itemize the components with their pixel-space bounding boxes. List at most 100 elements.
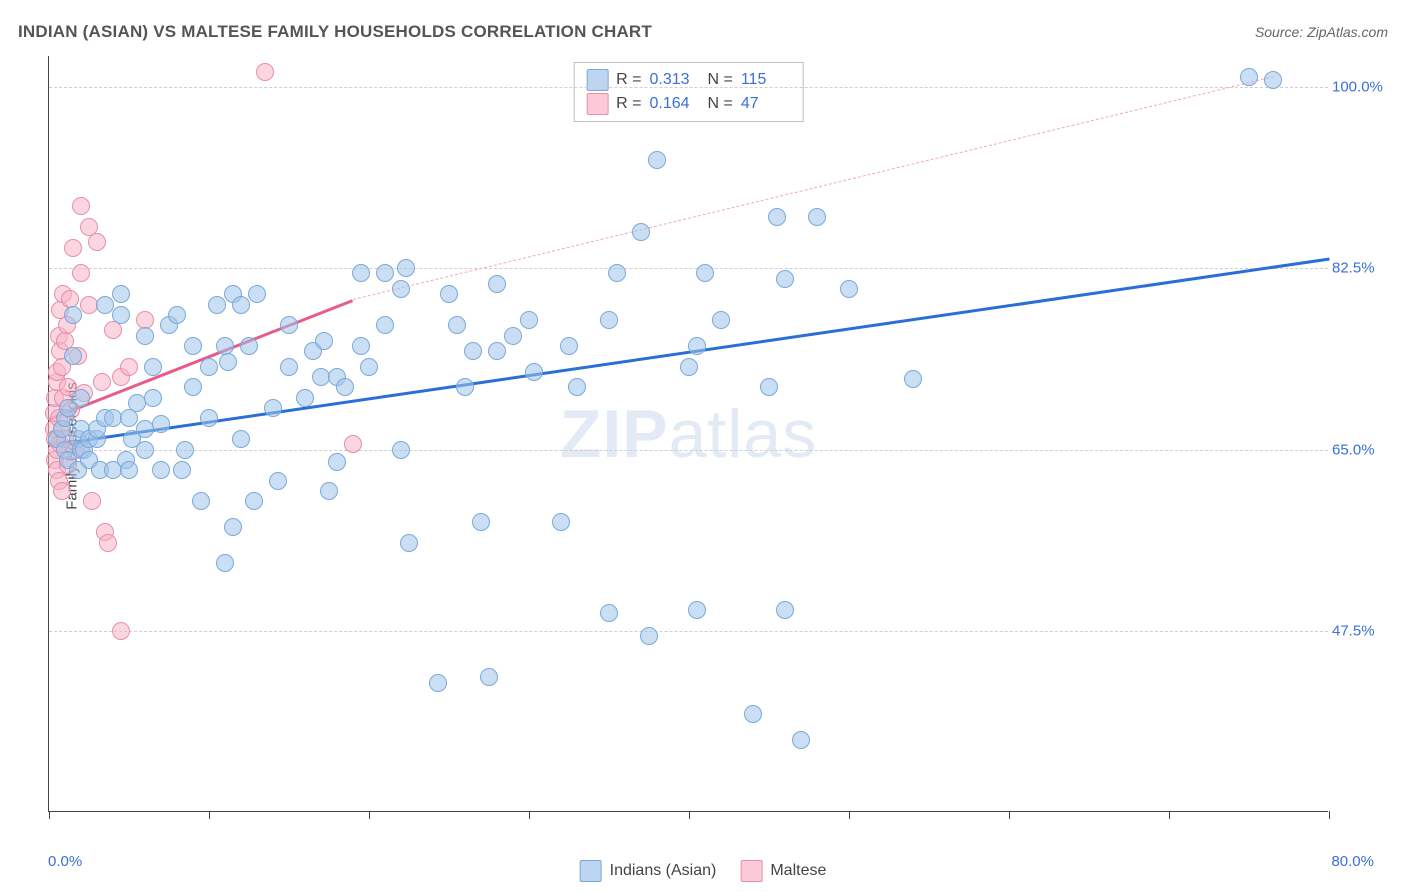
data-point-indians (232, 296, 250, 314)
y-tick-label: 82.5% (1332, 260, 1392, 277)
gridline (49, 450, 1328, 451)
data-point-indians (568, 378, 586, 396)
data-point-indians (320, 482, 338, 500)
correlation-stats-box: R = 0.313 N = 115 R = 0.164 N = 47 (573, 62, 804, 122)
data-point-indians (504, 327, 522, 345)
watermark-bold: ZIP (560, 396, 669, 472)
data-point-indians (904, 370, 922, 388)
data-point-indians (488, 275, 506, 293)
data-point-indians (280, 358, 298, 376)
x-tick (689, 811, 690, 819)
data-point-indians (776, 270, 794, 288)
data-point-indians (688, 601, 706, 619)
data-point-indians (376, 316, 394, 334)
x-axis-max-label: 80.0% (1331, 853, 1374, 870)
data-point-indians (552, 513, 570, 531)
data-point-indians (352, 264, 370, 282)
y-tick-label: 100.0% (1332, 79, 1392, 96)
stat-value-r-maltese: 0.164 (650, 95, 700, 113)
data-point-indians (144, 389, 162, 407)
data-point-indians (136, 441, 154, 459)
data-point-indians (456, 378, 474, 396)
data-point-indians (120, 461, 138, 479)
data-point-maltese (53, 482, 71, 500)
data-point-indians (1264, 71, 1282, 89)
y-tick-label: 47.5% (1332, 622, 1392, 639)
data-point-indians (112, 285, 130, 303)
legend-label-maltese: Maltese (770, 862, 826, 880)
data-point-indians (64, 306, 82, 324)
data-point-indians (744, 705, 762, 723)
x-axis-min-label: 0.0% (48, 853, 82, 870)
watermark: ZIPatlas (560, 395, 817, 473)
data-point-maltese (64, 239, 82, 257)
chart-title: INDIAN (ASIAN) VS MALTESE FAMILY HOUSEHO… (18, 22, 652, 42)
data-point-maltese (93, 373, 111, 391)
data-point-indians (192, 492, 210, 510)
data-point-indians (688, 337, 706, 355)
data-point-indians (64, 347, 82, 365)
data-point-maltese (104, 321, 122, 339)
data-point-indians (696, 264, 714, 282)
gridline (49, 87, 1328, 88)
data-point-indians (184, 337, 202, 355)
data-point-indians (245, 492, 263, 510)
data-point-indians (640, 627, 658, 645)
data-point-indians (176, 441, 194, 459)
data-point-indians (219, 353, 237, 371)
stats-row-maltese: R = 0.164 N = 47 (586, 93, 791, 115)
data-point-indians (315, 332, 333, 350)
data-point-indians (200, 409, 218, 427)
data-point-indians (429, 674, 447, 692)
data-point-indians (200, 358, 218, 376)
data-point-indians (525, 363, 543, 381)
x-tick (49, 811, 50, 819)
data-point-indians (216, 554, 234, 572)
data-point-indians (1240, 68, 1258, 86)
data-point-indians (168, 306, 186, 324)
data-point-indians (480, 668, 498, 686)
data-point-indians (840, 280, 858, 298)
source-attribution: Source: ZipAtlas.com (1255, 24, 1388, 40)
x-tick (529, 811, 530, 819)
swatch-blue-icon (580, 860, 602, 882)
data-point-maltese (99, 534, 117, 552)
x-tick (209, 811, 210, 819)
data-point-indians (376, 264, 394, 282)
stat-value-n-maltese: 47 (741, 95, 791, 113)
x-tick (1009, 811, 1010, 819)
data-point-maltese (120, 358, 138, 376)
data-point-indians (680, 358, 698, 376)
data-point-indians (472, 513, 490, 531)
x-tick (1169, 811, 1170, 819)
gridline (49, 268, 1328, 269)
data-point-indians (600, 311, 618, 329)
data-point-indians (173, 461, 191, 479)
data-point-indians (760, 378, 778, 396)
data-point-maltese (72, 197, 90, 215)
data-point-indians (648, 151, 666, 169)
data-point-indians (328, 453, 346, 471)
stat-label-n: N = (708, 95, 733, 113)
data-point-indians (560, 337, 578, 355)
data-point-indians (400, 534, 418, 552)
legend-item-indians: Indians (Asian) (580, 860, 717, 882)
data-point-indians (600, 604, 618, 622)
data-point-indians (296, 389, 314, 407)
legend-label-indians: Indians (Asian) (610, 862, 717, 880)
data-point-indians (240, 337, 258, 355)
trend-line-indians (49, 258, 1329, 447)
data-point-maltese (88, 233, 106, 251)
swatch-pink-icon (586, 93, 608, 115)
y-tick-label: 65.0% (1332, 441, 1392, 458)
data-point-indians (397, 259, 415, 277)
data-point-indians (392, 280, 410, 298)
data-point-indians (152, 415, 170, 433)
data-point-indians (448, 316, 466, 334)
data-point-indians (808, 208, 826, 226)
data-point-indians (392, 441, 410, 459)
data-point-indians (96, 296, 114, 314)
data-point-indians (488, 342, 506, 360)
data-point-indians (440, 285, 458, 303)
data-point-indians (608, 264, 626, 282)
